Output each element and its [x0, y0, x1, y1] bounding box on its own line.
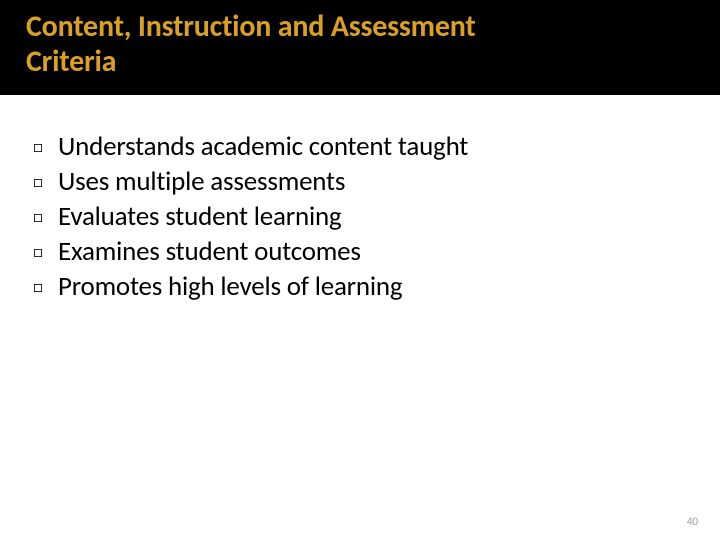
bullet-text: Evaluates student learning: [58, 201, 341, 234]
list-item: Uses multiple assessments: [28, 166, 692, 199]
square-bullet-icon: [34, 249, 42, 257]
bullet-list: Understands academic content taught Uses…: [28, 131, 692, 304]
list-item: Understands academic content taught: [28, 131, 692, 164]
list-item: Promotes high levels of learning: [28, 271, 692, 304]
page-number: 40: [687, 515, 698, 528]
title-line-1: Content, Instruction and Assessment: [26, 8, 476, 45]
bullet-text: Understands academic content taught: [58, 131, 468, 164]
title-line-2: Criteria: [26, 43, 116, 80]
slide-title: Content, Instruction and Assessment Crit…: [26, 10, 694, 79]
list-item: Examines student outcomes: [28, 236, 692, 269]
square-bullet-icon: [34, 144, 42, 152]
slide-body: Understands academic content taught Uses…: [0, 95, 720, 304]
square-bullet-icon: [34, 214, 42, 222]
list-item: Evaluates student learning: [28, 201, 692, 234]
bullet-text: Uses multiple assessments: [58, 166, 345, 199]
square-bullet-icon: [34, 179, 42, 187]
bullet-text: Examines student outcomes: [58, 236, 361, 269]
square-bullet-icon: [34, 284, 42, 292]
bullet-text: Promotes high levels of learning: [58, 271, 402, 304]
header-bar: Content, Instruction and Assessment Crit…: [0, 0, 720, 95]
